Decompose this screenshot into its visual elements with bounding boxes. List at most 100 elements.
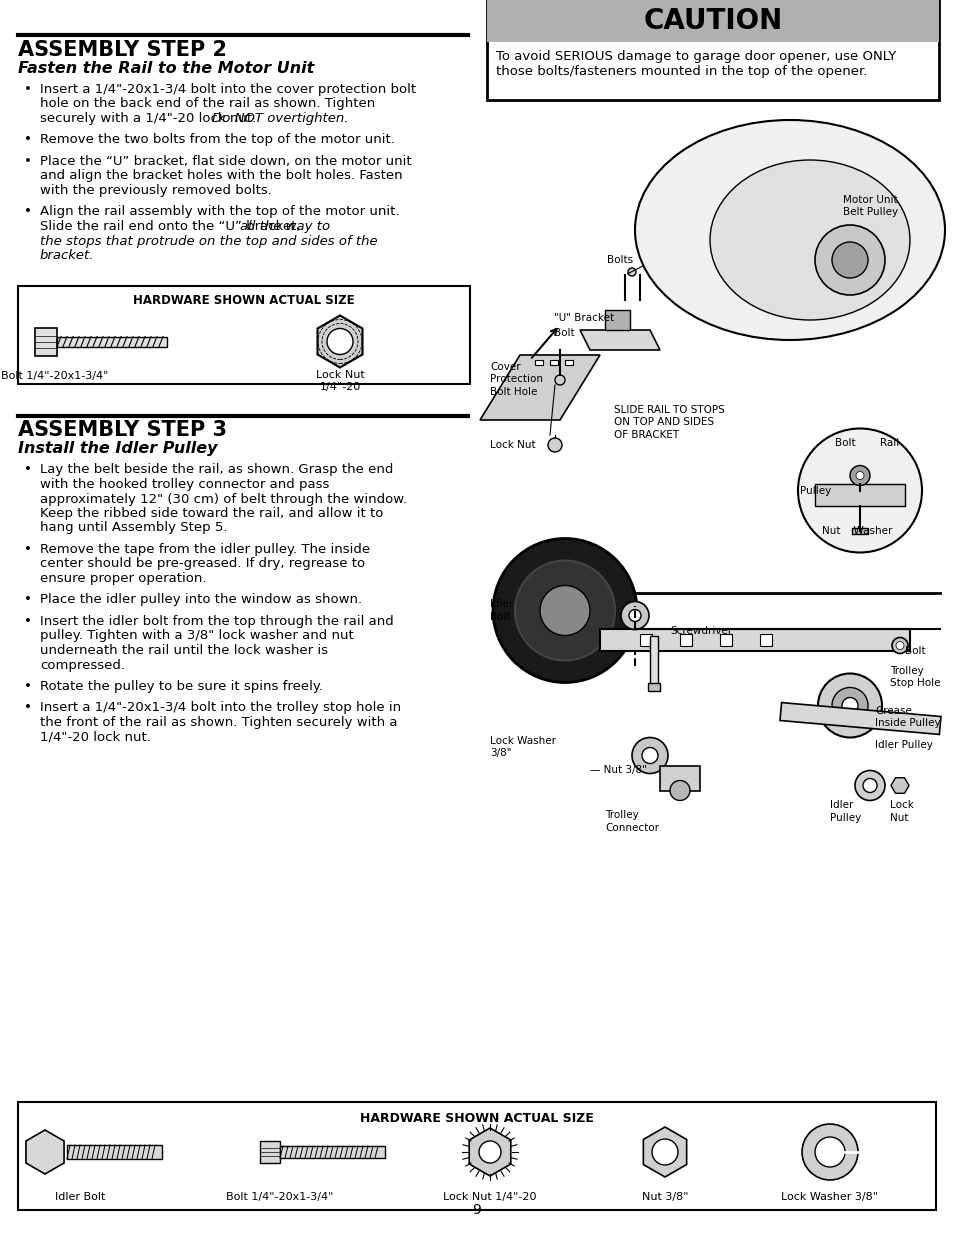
Text: bracket.: bracket. (40, 249, 94, 262)
Text: SLIDE RAIL TO STOPS
ON TOP AND SIDES
OF BRACKET: SLIDE RAIL TO STOPS ON TOP AND SIDES OF … (614, 405, 724, 440)
Text: "U" Bracket: "U" Bracket (554, 312, 614, 324)
Text: Bolt: Bolt (904, 646, 924, 656)
Bar (18, 1102, 935, 1210)
Text: hang until Assembly Step 5.: hang until Assembly Step 5. (40, 521, 227, 535)
Circle shape (631, 737, 667, 773)
Text: ASSEMBLY STEP 2: ASSEMBLY STEP 2 (18, 40, 227, 61)
Circle shape (327, 329, 353, 354)
Ellipse shape (635, 120, 944, 340)
Text: Insert a 1/4"-20x1-3/4 bolt into the trolley stop hole in: Insert a 1/4"-20x1-3/4 bolt into the tro… (40, 701, 400, 715)
Bar (851, 527, 867, 534)
Bar (260, 1141, 280, 1163)
Text: To avoid SERIOUS damage to garage door opener, use ONLY: To avoid SERIOUS damage to garage door o… (496, 49, 895, 63)
Circle shape (814, 225, 884, 295)
Text: with the previously removed bolts.: with the previously removed bolts. (40, 184, 272, 198)
Text: approximately 12" (30 cm) of belt through the window.: approximately 12" (30 cm) of belt throug… (40, 493, 407, 505)
Text: hole on the back end of the rail as shown. Tighten: hole on the back end of the rail as show… (40, 98, 375, 110)
Text: 1/4"-20 lock nut.: 1/4"-20 lock nut. (40, 730, 151, 743)
Circle shape (862, 778, 876, 793)
Polygon shape (317, 315, 362, 368)
Text: •: • (24, 83, 31, 96)
Circle shape (651, 1139, 678, 1165)
Text: Lock Nut: Lock Nut (490, 440, 535, 450)
Circle shape (620, 601, 648, 630)
Bar (280, 1146, 385, 1158)
Text: Trolley
Stop Hole: Trolley Stop Hole (889, 666, 940, 688)
Text: Motor Unit
Belt Pulley: Motor Unit Belt Pulley (842, 195, 897, 216)
Text: Rotate the pulley to be sure it spins freely.: Rotate the pulley to be sure it spins fr… (40, 680, 323, 693)
Text: Lay the belt beside the rail, as shown. Grasp the end: Lay the belt beside the rail, as shown. … (40, 463, 393, 477)
Text: Lock Washer 3/8": Lock Washer 3/8" (781, 1192, 878, 1202)
Text: Fasten the Rail to the Motor Unit: Fasten the Rail to the Motor Unit (18, 61, 314, 77)
Bar (649, 636, 658, 685)
Text: Bolt 1/4"-20x1-3/4": Bolt 1/4"-20x1-3/4" (1, 370, 109, 380)
Circle shape (539, 585, 589, 636)
Polygon shape (26, 1130, 64, 1174)
Circle shape (628, 610, 640, 621)
Circle shape (841, 698, 857, 714)
Text: Bolt: Bolt (834, 437, 855, 447)
Circle shape (831, 242, 867, 278)
Circle shape (669, 781, 689, 800)
Text: Lock Washer
3/8": Lock Washer 3/8" (490, 736, 556, 758)
Text: Do NOT overtighten.: Do NOT overtighten. (212, 112, 348, 125)
Text: Rail: Rail (879, 437, 899, 447)
Bar (67, 1145, 162, 1158)
Bar (647, 683, 659, 690)
Polygon shape (604, 310, 629, 330)
Ellipse shape (709, 161, 909, 320)
Text: Bolts: Bolts (606, 254, 633, 266)
Circle shape (641, 747, 658, 763)
Polygon shape (469, 1128, 510, 1176)
Bar (814, 483, 904, 505)
Circle shape (817, 673, 882, 737)
Circle shape (891, 637, 907, 653)
Text: underneath the rail until the lock washer is: underneath the rail until the lock washe… (40, 643, 328, 657)
Circle shape (854, 771, 884, 800)
Text: with the hooked trolley connector and pass: with the hooked trolley connector and pa… (40, 478, 329, 492)
Text: securely with a 1/4"-20 lock nut.: securely with a 1/4"-20 lock nut. (40, 112, 260, 125)
Text: Screwdriver: Screwdriver (669, 625, 732, 636)
Text: Slide the rail end onto the “U” bracket,: Slide the rail end onto the “U” bracket, (40, 220, 304, 233)
Text: •: • (24, 594, 31, 606)
Text: CAUTION: CAUTION (642, 7, 781, 35)
Text: Nut    Washer: Nut Washer (821, 526, 891, 536)
Text: ASSEMBLY STEP 3: ASSEMBLY STEP 3 (18, 420, 227, 441)
Text: HARDWARE SHOWN ACTUAL SIZE: HARDWARE SHOWN ACTUAL SIZE (359, 1112, 594, 1125)
Bar (18, 285, 470, 384)
Text: Insert a 1/4"-20x1-3/4 bolt into the cover protection bolt: Insert a 1/4"-20x1-3/4 bolt into the cov… (40, 83, 416, 96)
Text: Keep the ribbed side toward the rail, and allow it to: Keep the ribbed side toward the rail, an… (40, 508, 383, 520)
Text: — Nut 3/8": — Nut 3/8" (589, 766, 646, 776)
Text: Install the Idler Pulley: Install the Idler Pulley (18, 441, 217, 457)
Circle shape (855, 472, 863, 479)
Text: Align the rail assembly with the top of the motor unit.: Align the rail assembly with the top of … (40, 205, 399, 219)
Circle shape (555, 375, 564, 385)
Polygon shape (579, 330, 659, 350)
Circle shape (801, 1124, 857, 1179)
Text: 9: 9 (472, 1203, 481, 1216)
Circle shape (814, 1137, 844, 1167)
Text: Remove the two bolts from the top of the motor unit.: Remove the two bolts from the top of the… (40, 133, 395, 147)
Bar (550, 359, 558, 366)
Bar (639, 634, 651, 646)
Bar (486, 0, 938, 100)
Text: •: • (24, 133, 31, 147)
Text: Idler Pulley: Idler Pulley (874, 741, 932, 751)
Text: •: • (24, 680, 31, 693)
Text: compressed.: compressed. (40, 658, 125, 672)
Text: the front of the rail as shown. Tighten securely with a: the front of the rail as shown. Tighten … (40, 716, 397, 729)
Bar (760, 634, 771, 646)
Bar (720, 634, 731, 646)
Circle shape (797, 429, 921, 552)
Circle shape (627, 268, 636, 275)
Text: Trolley
Connector: Trolley Connector (604, 810, 659, 832)
Text: Idler
Pulley: Idler Pulley (829, 800, 861, 823)
Polygon shape (642, 1128, 686, 1177)
Text: Lock Nut 1/4"-20: Lock Nut 1/4"-20 (443, 1192, 537, 1202)
Bar (679, 634, 691, 646)
Circle shape (831, 688, 867, 724)
Polygon shape (890, 778, 908, 793)
Bar (659, 766, 700, 790)
Bar (780, 703, 940, 735)
Text: •: • (24, 543, 31, 556)
